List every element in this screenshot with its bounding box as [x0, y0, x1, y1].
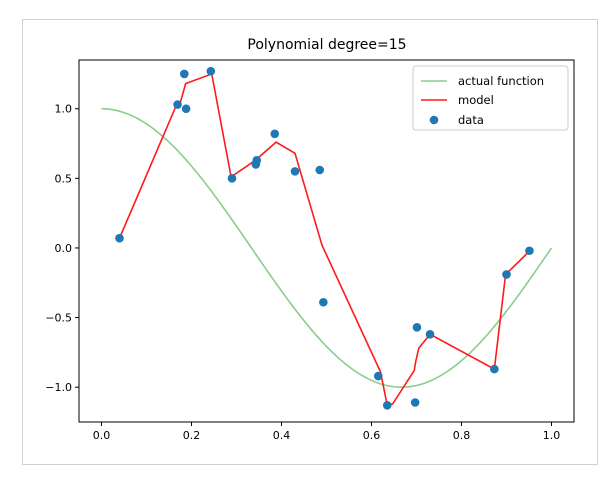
data-point	[173, 100, 182, 109]
x-tick-label: 0.8	[453, 429, 471, 442]
y-tick-label: 1.0	[55, 103, 73, 116]
x-axis: 0.0 0.2 0.4 0.6 0.8 1.0	[93, 422, 561, 442]
data-point	[181, 104, 191, 114]
data-point	[227, 174, 237, 183]
y-tick-label: −0.5	[45, 312, 72, 325]
legend-label: model	[458, 93, 494, 107]
plot-area	[101, 66, 553, 410]
data-point	[525, 246, 534, 256]
data-point	[270, 129, 280, 139]
x-tick-label: 1.0	[543, 429, 561, 442]
y-tick-label: −1.0	[45, 381, 72, 394]
legend-swatch	[429, 115, 439, 125]
legend-label: actual function	[458, 74, 544, 88]
x-tick-label: 0.2	[183, 429, 201, 442]
legend-box	[412, 65, 569, 131]
data-point	[206, 66, 216, 76]
data-point	[252, 155, 262, 165]
y-tick-label: 0.5	[55, 172, 73, 185]
x-tick-label: 0.6	[363, 429, 381, 442]
chart-title: Polynomial degree=15	[247, 37, 406, 53]
data-point	[315, 165, 325, 175]
data-point	[180, 69, 189, 79]
x-tick-label: 0.0	[93, 429, 111, 442]
series-line-actual-function	[101, 107, 553, 388]
data-point	[290, 167, 300, 176]
data-point	[382, 400, 392, 410]
x-tick-label: 0.4	[273, 429, 291, 442]
y-tick-label: 0.0	[55, 242, 73, 255]
axes-frame	[78, 59, 575, 423]
legend: actual function model data	[412, 65, 569, 131]
data-point	[319, 297, 328, 307]
data-point	[502, 270, 511, 279]
data-point	[490, 364, 499, 374]
data-point	[425, 329, 435, 339]
data-point	[373, 371, 383, 381]
y-axis: −1.0 −0.5 0.0 0.5 1.0	[45, 103, 79, 394]
legend-label: data	[458, 113, 484, 127]
data-point	[115, 233, 124, 243]
data-point	[412, 323, 422, 332]
data-point	[410, 398, 420, 407]
